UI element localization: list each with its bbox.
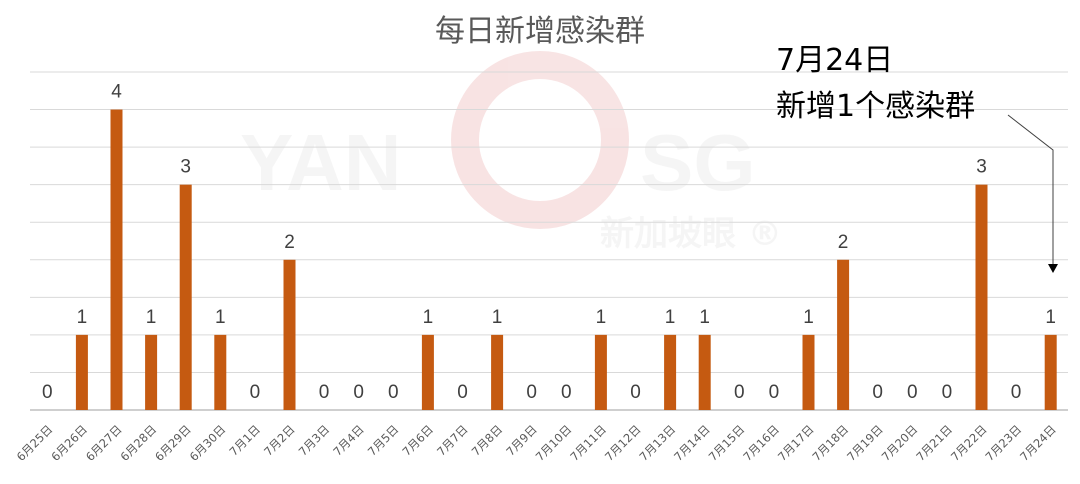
data-label: 0 (457, 382, 468, 403)
data-label: 0 (388, 382, 399, 403)
bar (214, 334, 227, 410)
x-tick-label: 6月30日 (187, 422, 229, 464)
data-label: 2 (838, 232, 849, 253)
x-tick-label: 7月14日 (671, 422, 713, 464)
x-tick-label: 7月15日 (706, 422, 748, 464)
data-label: 0 (769, 382, 780, 403)
x-tick-label: 7月6日 (400, 422, 437, 459)
annotation-line2: 新增1个感染群 (776, 89, 976, 124)
data-label: 1 (215, 307, 226, 328)
x-tick-label: 7月20日 (879, 422, 921, 464)
watermark-logo: YAN SG 新加坡眼 ® (240, 51, 782, 254)
data-label: 0 (526, 382, 537, 403)
x-tick-label: 7月16日 (740, 422, 782, 464)
x-tick-label: 6月27日 (83, 422, 125, 464)
bar (837, 259, 850, 410)
x-tick-label: 7月23日 (983, 422, 1025, 464)
x-tick-label: 6月26日 (48, 422, 90, 464)
data-label: 1 (146, 307, 157, 328)
bar (1044, 334, 1057, 410)
x-tick-label: 6月28日 (118, 422, 160, 464)
data-label: 0 (734, 382, 745, 403)
data-label: 0 (250, 382, 261, 403)
x-tick-label: 7月10日 (533, 422, 575, 464)
bar (698, 334, 711, 410)
data-label: 1 (665, 307, 676, 328)
data-label: 1 (699, 307, 710, 328)
svg-text:YAN: YAN (240, 118, 402, 207)
data-label: 1 (423, 307, 434, 328)
data-label: 0 (319, 382, 330, 403)
bar (491, 334, 504, 410)
annotation-text: 7月24日 新增1个感染群 (776, 38, 975, 130)
x-tick-label: 7月12日 (602, 422, 644, 464)
chart-title: 每日新增感染群 (435, 14, 645, 49)
x-tick-label: 6月25日 (14, 422, 56, 464)
bar (802, 334, 815, 410)
bar (421, 334, 434, 410)
data-label: 0 (942, 382, 953, 403)
data-label: 0 (872, 382, 883, 403)
annotation-line1: 7月24日 (776, 43, 894, 78)
data-label: 1 (1045, 307, 1056, 328)
data-label: 1 (77, 307, 88, 328)
x-tick-label: 7月19日 (844, 422, 886, 464)
bar (664, 334, 677, 410)
bar (283, 259, 296, 410)
data-label: 3 (180, 157, 191, 178)
x-tick-label: 7月3日 (296, 422, 333, 459)
data-label: 2 (284, 232, 295, 253)
x-tick-label: 7月2日 (261, 422, 298, 459)
bar (594, 334, 607, 410)
data-label: 0 (42, 382, 53, 403)
x-tick-label: 7月8日 (469, 422, 506, 459)
x-tick-label: 7月7日 (434, 422, 471, 459)
x-tick-label: 7月22日 (948, 422, 990, 464)
data-label: 3 (976, 157, 987, 178)
x-tick-label: 7月5日 (365, 422, 402, 459)
x-tick-label: 7月1日 (227, 422, 264, 459)
bar (110, 109, 123, 411)
data-label: 0 (561, 382, 572, 403)
data-label: 1 (803, 307, 814, 328)
data-label: 0 (1011, 382, 1022, 403)
x-tick-label: 7月13日 (637, 422, 679, 464)
data-label: 1 (596, 307, 607, 328)
x-tick-label: 7月21日 (913, 422, 955, 464)
annotation-arrow (1007, 114, 1058, 273)
data-label: 1 (492, 307, 503, 328)
data-label: 4 (111, 82, 122, 103)
svg-text:SG: SG (640, 118, 756, 207)
bar (975, 184, 988, 410)
data-label: 0 (907, 382, 918, 403)
x-tick-label: 7月11日 (567, 422, 609, 464)
bar (145, 334, 158, 410)
svg-text:新加坡眼 ®: 新加坡眼 ® (600, 214, 782, 254)
bar (75, 334, 88, 410)
x-tick-label: 6月29日 (152, 422, 194, 464)
x-tick-label: 7月17日 (775, 422, 817, 464)
x-tick-label: 7月4日 (330, 422, 367, 459)
data-label: 0 (353, 382, 364, 403)
x-tick-label: 7月18日 (810, 422, 852, 464)
bar (179, 184, 192, 410)
x-tick-label: 7月24日 (1017, 422, 1059, 464)
data-label: 0 (630, 382, 641, 403)
